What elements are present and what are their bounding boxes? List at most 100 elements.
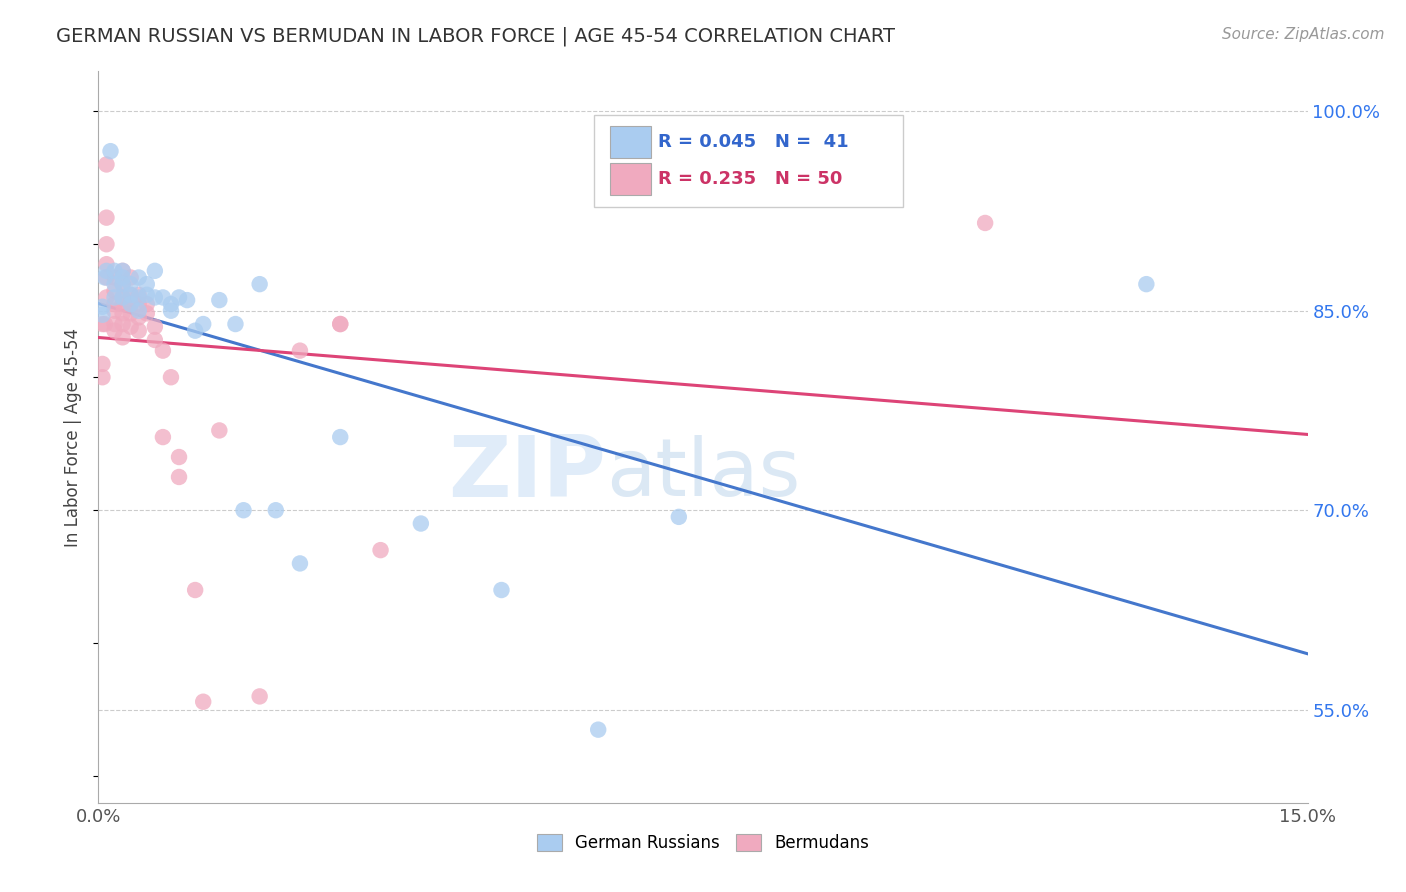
Point <box>100 144 122 158</box>
Point <box>167 290 190 304</box>
Point <box>208 293 231 307</box>
Point <box>208 424 231 438</box>
Point <box>120 277 142 292</box>
FancyBboxPatch shape <box>610 126 651 159</box>
Point <box>96 264 118 278</box>
Point <box>128 270 150 285</box>
Point <box>143 290 166 304</box>
Point <box>120 297 142 311</box>
Point <box>491 582 513 597</box>
Point <box>586 723 609 737</box>
Point <box>135 277 157 292</box>
Point <box>111 330 134 344</box>
Point <box>120 287 142 301</box>
Point <box>111 270 134 285</box>
Point <box>111 277 134 292</box>
Point <box>111 297 134 311</box>
Point <box>193 317 215 331</box>
Point <box>94 317 117 331</box>
Text: ZIP: ZIP <box>449 432 606 516</box>
Point <box>103 317 125 331</box>
Point <box>668 509 690 524</box>
Point <box>143 264 166 278</box>
Text: atlas: atlas <box>606 434 800 513</box>
Point <box>135 306 157 320</box>
Point <box>152 290 174 304</box>
Point <box>152 343 174 358</box>
Legend: German Russians, Bermudans: German Russians, Bermudans <box>529 825 877 860</box>
Point <box>249 690 271 704</box>
Point <box>111 290 134 304</box>
Point <box>96 211 118 225</box>
Point <box>143 319 166 334</box>
Point <box>120 270 142 285</box>
FancyBboxPatch shape <box>610 162 651 195</box>
Point <box>111 277 134 292</box>
Y-axis label: In Labor Force | Age 45-54: In Labor Force | Age 45-54 <box>65 327 83 547</box>
Point <box>91 308 114 322</box>
Point <box>184 324 207 338</box>
Point <box>232 503 254 517</box>
Point <box>120 297 142 311</box>
Point <box>224 317 246 331</box>
Point <box>111 317 134 331</box>
Point <box>128 297 150 311</box>
Point <box>128 324 150 338</box>
Point <box>103 284 125 298</box>
Point <box>103 290 125 304</box>
Text: R = 0.235   N = 50: R = 0.235 N = 50 <box>658 169 842 188</box>
Point <box>96 257 118 271</box>
Point <box>409 516 432 531</box>
Text: R = 0.045   N =  41: R = 0.045 N = 41 <box>658 133 849 152</box>
Point <box>120 287 142 301</box>
Point <box>128 310 150 325</box>
Point <box>91 370 114 384</box>
Point <box>96 157 118 171</box>
Point <box>103 270 125 285</box>
Point <box>103 303 125 318</box>
Point <box>96 237 118 252</box>
Point <box>103 264 125 278</box>
Text: Source: ZipAtlas.com: Source: ZipAtlas.com <box>1222 27 1385 42</box>
Point <box>103 277 125 292</box>
Point <box>128 287 150 301</box>
Point <box>103 297 125 311</box>
Point <box>135 287 157 301</box>
Point <box>111 306 134 320</box>
Point <box>329 430 352 444</box>
Point <box>329 317 352 331</box>
Point <box>160 370 183 384</box>
Point <box>111 264 134 278</box>
Text: GERMAN RUSSIAN VS BERMUDAN IN LABOR FORCE | AGE 45-54 CORRELATION CHART: GERMAN RUSSIAN VS BERMUDAN IN LABOR FORC… <box>56 27 896 46</box>
Point <box>128 290 150 304</box>
Point <box>96 290 118 304</box>
Point <box>91 317 114 331</box>
Point <box>152 430 174 444</box>
Point <box>91 357 114 371</box>
Point <box>128 303 150 318</box>
Point <box>96 270 118 285</box>
Point <box>288 343 311 358</box>
Point <box>167 470 190 484</box>
Point <box>176 293 198 307</box>
Point <box>264 503 287 517</box>
Point <box>160 297 183 311</box>
Point <box>143 333 166 347</box>
Point <box>167 450 190 464</box>
Point <box>193 695 215 709</box>
Point <box>249 277 271 292</box>
Point <box>370 543 392 558</box>
Point <box>94 270 117 285</box>
Point <box>91 300 114 314</box>
Point <box>974 216 997 230</box>
FancyBboxPatch shape <box>595 115 903 207</box>
Point <box>184 582 207 597</box>
Point <box>288 557 311 571</box>
Point <box>329 317 352 331</box>
Point <box>111 264 134 278</box>
Point <box>111 290 134 304</box>
Point <box>103 324 125 338</box>
Point <box>135 297 157 311</box>
Point <box>1135 277 1157 292</box>
Point <box>120 306 142 320</box>
